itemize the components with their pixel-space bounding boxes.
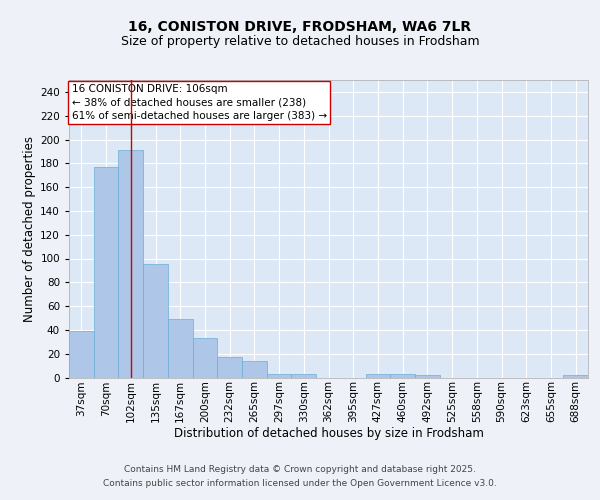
Bar — [365, 374, 390, 378]
Bar — [118, 150, 143, 378]
Bar — [69, 331, 94, 378]
Bar — [168, 319, 193, 378]
Bar — [143, 264, 168, 378]
Bar — [563, 375, 588, 378]
Bar — [390, 374, 415, 378]
Text: Contains HM Land Registry data © Crown copyright and database right 2025.: Contains HM Land Registry data © Crown c… — [124, 466, 476, 474]
Bar — [193, 338, 217, 378]
Bar — [94, 167, 118, 378]
Text: 16, CONISTON DRIVE, FRODSHAM, WA6 7LR: 16, CONISTON DRIVE, FRODSHAM, WA6 7LR — [128, 20, 472, 34]
Bar — [267, 374, 292, 378]
Y-axis label: Number of detached properties: Number of detached properties — [23, 136, 36, 322]
Text: Size of property relative to detached houses in Frodsham: Size of property relative to detached ho… — [121, 35, 479, 48]
Bar — [217, 358, 242, 378]
Bar — [292, 374, 316, 378]
X-axis label: Distribution of detached houses by size in Frodsham: Distribution of detached houses by size … — [173, 426, 484, 440]
Text: 16 CONISTON DRIVE: 106sqm
← 38% of detached houses are smaller (238)
61% of semi: 16 CONISTON DRIVE: 106sqm ← 38% of detac… — [71, 84, 327, 121]
Bar — [242, 361, 267, 378]
Text: Contains public sector information licensed under the Open Government Licence v3: Contains public sector information licen… — [103, 479, 497, 488]
Bar — [415, 375, 440, 378]
